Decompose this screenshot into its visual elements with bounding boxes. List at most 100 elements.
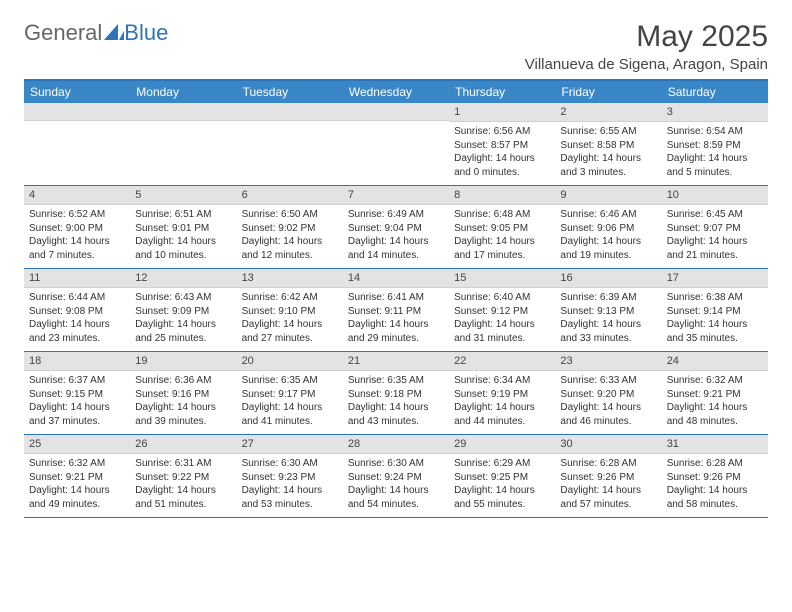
sunset-text: Sunset: 9:21 PM xyxy=(667,388,763,402)
sunrise-text: Sunrise: 6:35 AM xyxy=(242,374,338,388)
day-number: 1 xyxy=(449,103,555,122)
day-details: Sunrise: 6:31 AMSunset: 9:22 PMDaylight:… xyxy=(130,454,236,517)
calendar-day: 9Sunrise: 6:46 AMSunset: 9:06 PMDaylight… xyxy=(555,186,661,268)
sunrise-text: Sunrise: 6:30 AM xyxy=(348,457,444,471)
day-number: 23 xyxy=(555,352,661,371)
day-details: Sunrise: 6:43 AMSunset: 9:09 PMDaylight:… xyxy=(130,288,236,351)
title-block: May 2025 Villanueva de Sigena, Aragon, S… xyxy=(525,20,768,73)
daylight-text: Daylight: 14 hours and 54 minutes. xyxy=(348,484,444,511)
weekday-header-row: Sunday Monday Tuesday Wednesday Thursday… xyxy=(24,81,768,103)
day-number: 18 xyxy=(24,352,130,371)
weekday-header: Tuesday xyxy=(237,81,343,103)
calendar-day: 8Sunrise: 6:48 AMSunset: 9:05 PMDaylight… xyxy=(449,186,555,268)
sunrise-text: Sunrise: 6:46 AM xyxy=(560,208,656,222)
calendar-day xyxy=(130,103,236,185)
sunrise-text: Sunrise: 6:45 AM xyxy=(667,208,763,222)
sunrise-text: Sunrise: 6:32 AM xyxy=(667,374,763,388)
sunset-text: Sunset: 9:24 PM xyxy=(348,471,444,485)
month-title: May 2025 xyxy=(525,20,768,54)
day-number: 29 xyxy=(449,435,555,454)
daylight-text: Daylight: 14 hours and 0 minutes. xyxy=(454,152,550,179)
daylight-text: Daylight: 14 hours and 51 minutes. xyxy=(135,484,231,511)
calendar-week: 11Sunrise: 6:44 AMSunset: 9:08 PMDayligh… xyxy=(24,269,768,352)
daylight-text: Daylight: 14 hours and 5 minutes. xyxy=(667,152,763,179)
calendar-day: 17Sunrise: 6:38 AMSunset: 9:14 PMDayligh… xyxy=(662,269,768,351)
sunset-text: Sunset: 9:17 PM xyxy=(242,388,338,402)
calendar-day xyxy=(237,103,343,185)
daylight-text: Daylight: 14 hours and 33 minutes. xyxy=(560,318,656,345)
calendar-day: 28Sunrise: 6:30 AMSunset: 9:24 PMDayligh… xyxy=(343,435,449,517)
logo-text-2: Blue xyxy=(124,20,168,46)
day-number xyxy=(24,103,130,121)
location-subtitle: Villanueva de Sigena, Aragon, Spain xyxy=(525,56,768,73)
sail-icon xyxy=(104,20,124,46)
daylight-text: Daylight: 14 hours and 41 minutes. xyxy=(242,401,338,428)
day-number: 30 xyxy=(555,435,661,454)
calendar-day: 2Sunrise: 6:55 AMSunset: 8:58 PMDaylight… xyxy=(555,103,661,185)
day-details: Sunrise: 6:32 AMSunset: 9:21 PMDaylight:… xyxy=(662,371,768,434)
weekday-header: Monday xyxy=(130,81,236,103)
day-details: Sunrise: 6:48 AMSunset: 9:05 PMDaylight:… xyxy=(449,205,555,268)
logo-text-1: General xyxy=(24,20,102,46)
calendar-week: 1Sunrise: 6:56 AMSunset: 8:57 PMDaylight… xyxy=(24,103,768,186)
day-number: 8 xyxy=(449,186,555,205)
day-details xyxy=(343,121,449,175)
day-details: Sunrise: 6:30 AMSunset: 9:24 PMDaylight:… xyxy=(343,454,449,517)
calendar-day xyxy=(343,103,449,185)
day-details xyxy=(130,121,236,175)
sunset-text: Sunset: 9:20 PM xyxy=(560,388,656,402)
sunset-text: Sunset: 9:25 PM xyxy=(454,471,550,485)
day-details: Sunrise: 6:37 AMSunset: 9:15 PMDaylight:… xyxy=(24,371,130,434)
sunset-text: Sunset: 9:19 PM xyxy=(454,388,550,402)
day-number: 5 xyxy=(130,186,236,205)
daylight-text: Daylight: 14 hours and 58 minutes. xyxy=(667,484,763,511)
day-details: Sunrise: 6:35 AMSunset: 9:17 PMDaylight:… xyxy=(237,371,343,434)
day-number: 11 xyxy=(24,269,130,288)
day-details: Sunrise: 6:41 AMSunset: 9:11 PMDaylight:… xyxy=(343,288,449,351)
day-details: Sunrise: 6:28 AMSunset: 9:26 PMDaylight:… xyxy=(662,454,768,517)
day-number: 14 xyxy=(343,269,449,288)
sunrise-text: Sunrise: 6:34 AM xyxy=(454,374,550,388)
day-number: 7 xyxy=(343,186,449,205)
day-number: 6 xyxy=(237,186,343,205)
day-details: Sunrise: 6:46 AMSunset: 9:06 PMDaylight:… xyxy=(555,205,661,268)
daylight-text: Daylight: 14 hours and 44 minutes. xyxy=(454,401,550,428)
daylight-text: Daylight: 14 hours and 53 minutes. xyxy=(242,484,338,511)
calendar-day: 27Sunrise: 6:30 AMSunset: 9:23 PMDayligh… xyxy=(237,435,343,517)
sunset-text: Sunset: 9:12 PM xyxy=(454,305,550,319)
day-number: 27 xyxy=(237,435,343,454)
sunset-text: Sunset: 9:02 PM xyxy=(242,222,338,236)
day-details: Sunrise: 6:50 AMSunset: 9:02 PMDaylight:… xyxy=(237,205,343,268)
sunset-text: Sunset: 9:11 PM xyxy=(348,305,444,319)
daylight-text: Daylight: 14 hours and 43 minutes. xyxy=(348,401,444,428)
calendar-day: 7Sunrise: 6:49 AMSunset: 9:04 PMDaylight… xyxy=(343,186,449,268)
day-details: Sunrise: 6:36 AMSunset: 9:16 PMDaylight:… xyxy=(130,371,236,434)
sunrise-text: Sunrise: 6:39 AM xyxy=(560,291,656,305)
day-number: 13 xyxy=(237,269,343,288)
day-details: Sunrise: 6:55 AMSunset: 8:58 PMDaylight:… xyxy=(555,122,661,185)
sunrise-text: Sunrise: 6:48 AM xyxy=(454,208,550,222)
calendar-day: 26Sunrise: 6:31 AMSunset: 9:22 PMDayligh… xyxy=(130,435,236,517)
daylight-text: Daylight: 14 hours and 23 minutes. xyxy=(29,318,125,345)
daylight-text: Daylight: 14 hours and 37 minutes. xyxy=(29,401,125,428)
calendar-day: 25Sunrise: 6:32 AMSunset: 9:21 PMDayligh… xyxy=(24,435,130,517)
day-details: Sunrise: 6:44 AMSunset: 9:08 PMDaylight:… xyxy=(24,288,130,351)
sunrise-text: Sunrise: 6:30 AM xyxy=(242,457,338,471)
sunset-text: Sunset: 9:04 PM xyxy=(348,222,444,236)
day-number: 15 xyxy=(449,269,555,288)
sunset-text: Sunset: 9:09 PM xyxy=(135,305,231,319)
calendar-day: 11Sunrise: 6:44 AMSunset: 9:08 PMDayligh… xyxy=(24,269,130,351)
sunrise-text: Sunrise: 6:51 AM xyxy=(135,208,231,222)
daylight-text: Daylight: 14 hours and 10 minutes. xyxy=(135,235,231,262)
sunrise-text: Sunrise: 6:55 AM xyxy=(560,125,656,139)
sunset-text: Sunset: 9:18 PM xyxy=(348,388,444,402)
day-number: 17 xyxy=(662,269,768,288)
day-details: Sunrise: 6:49 AMSunset: 9:04 PMDaylight:… xyxy=(343,205,449,268)
calendar-day: 6Sunrise: 6:50 AMSunset: 9:02 PMDaylight… xyxy=(237,186,343,268)
sunrise-text: Sunrise: 6:54 AM xyxy=(667,125,763,139)
sunrise-text: Sunrise: 6:41 AM xyxy=(348,291,444,305)
calendar-day: 1Sunrise: 6:56 AMSunset: 8:57 PMDaylight… xyxy=(449,103,555,185)
sunset-text: Sunset: 9:13 PM xyxy=(560,305,656,319)
daylight-text: Daylight: 14 hours and 14 minutes. xyxy=(348,235,444,262)
calendar-day xyxy=(24,103,130,185)
